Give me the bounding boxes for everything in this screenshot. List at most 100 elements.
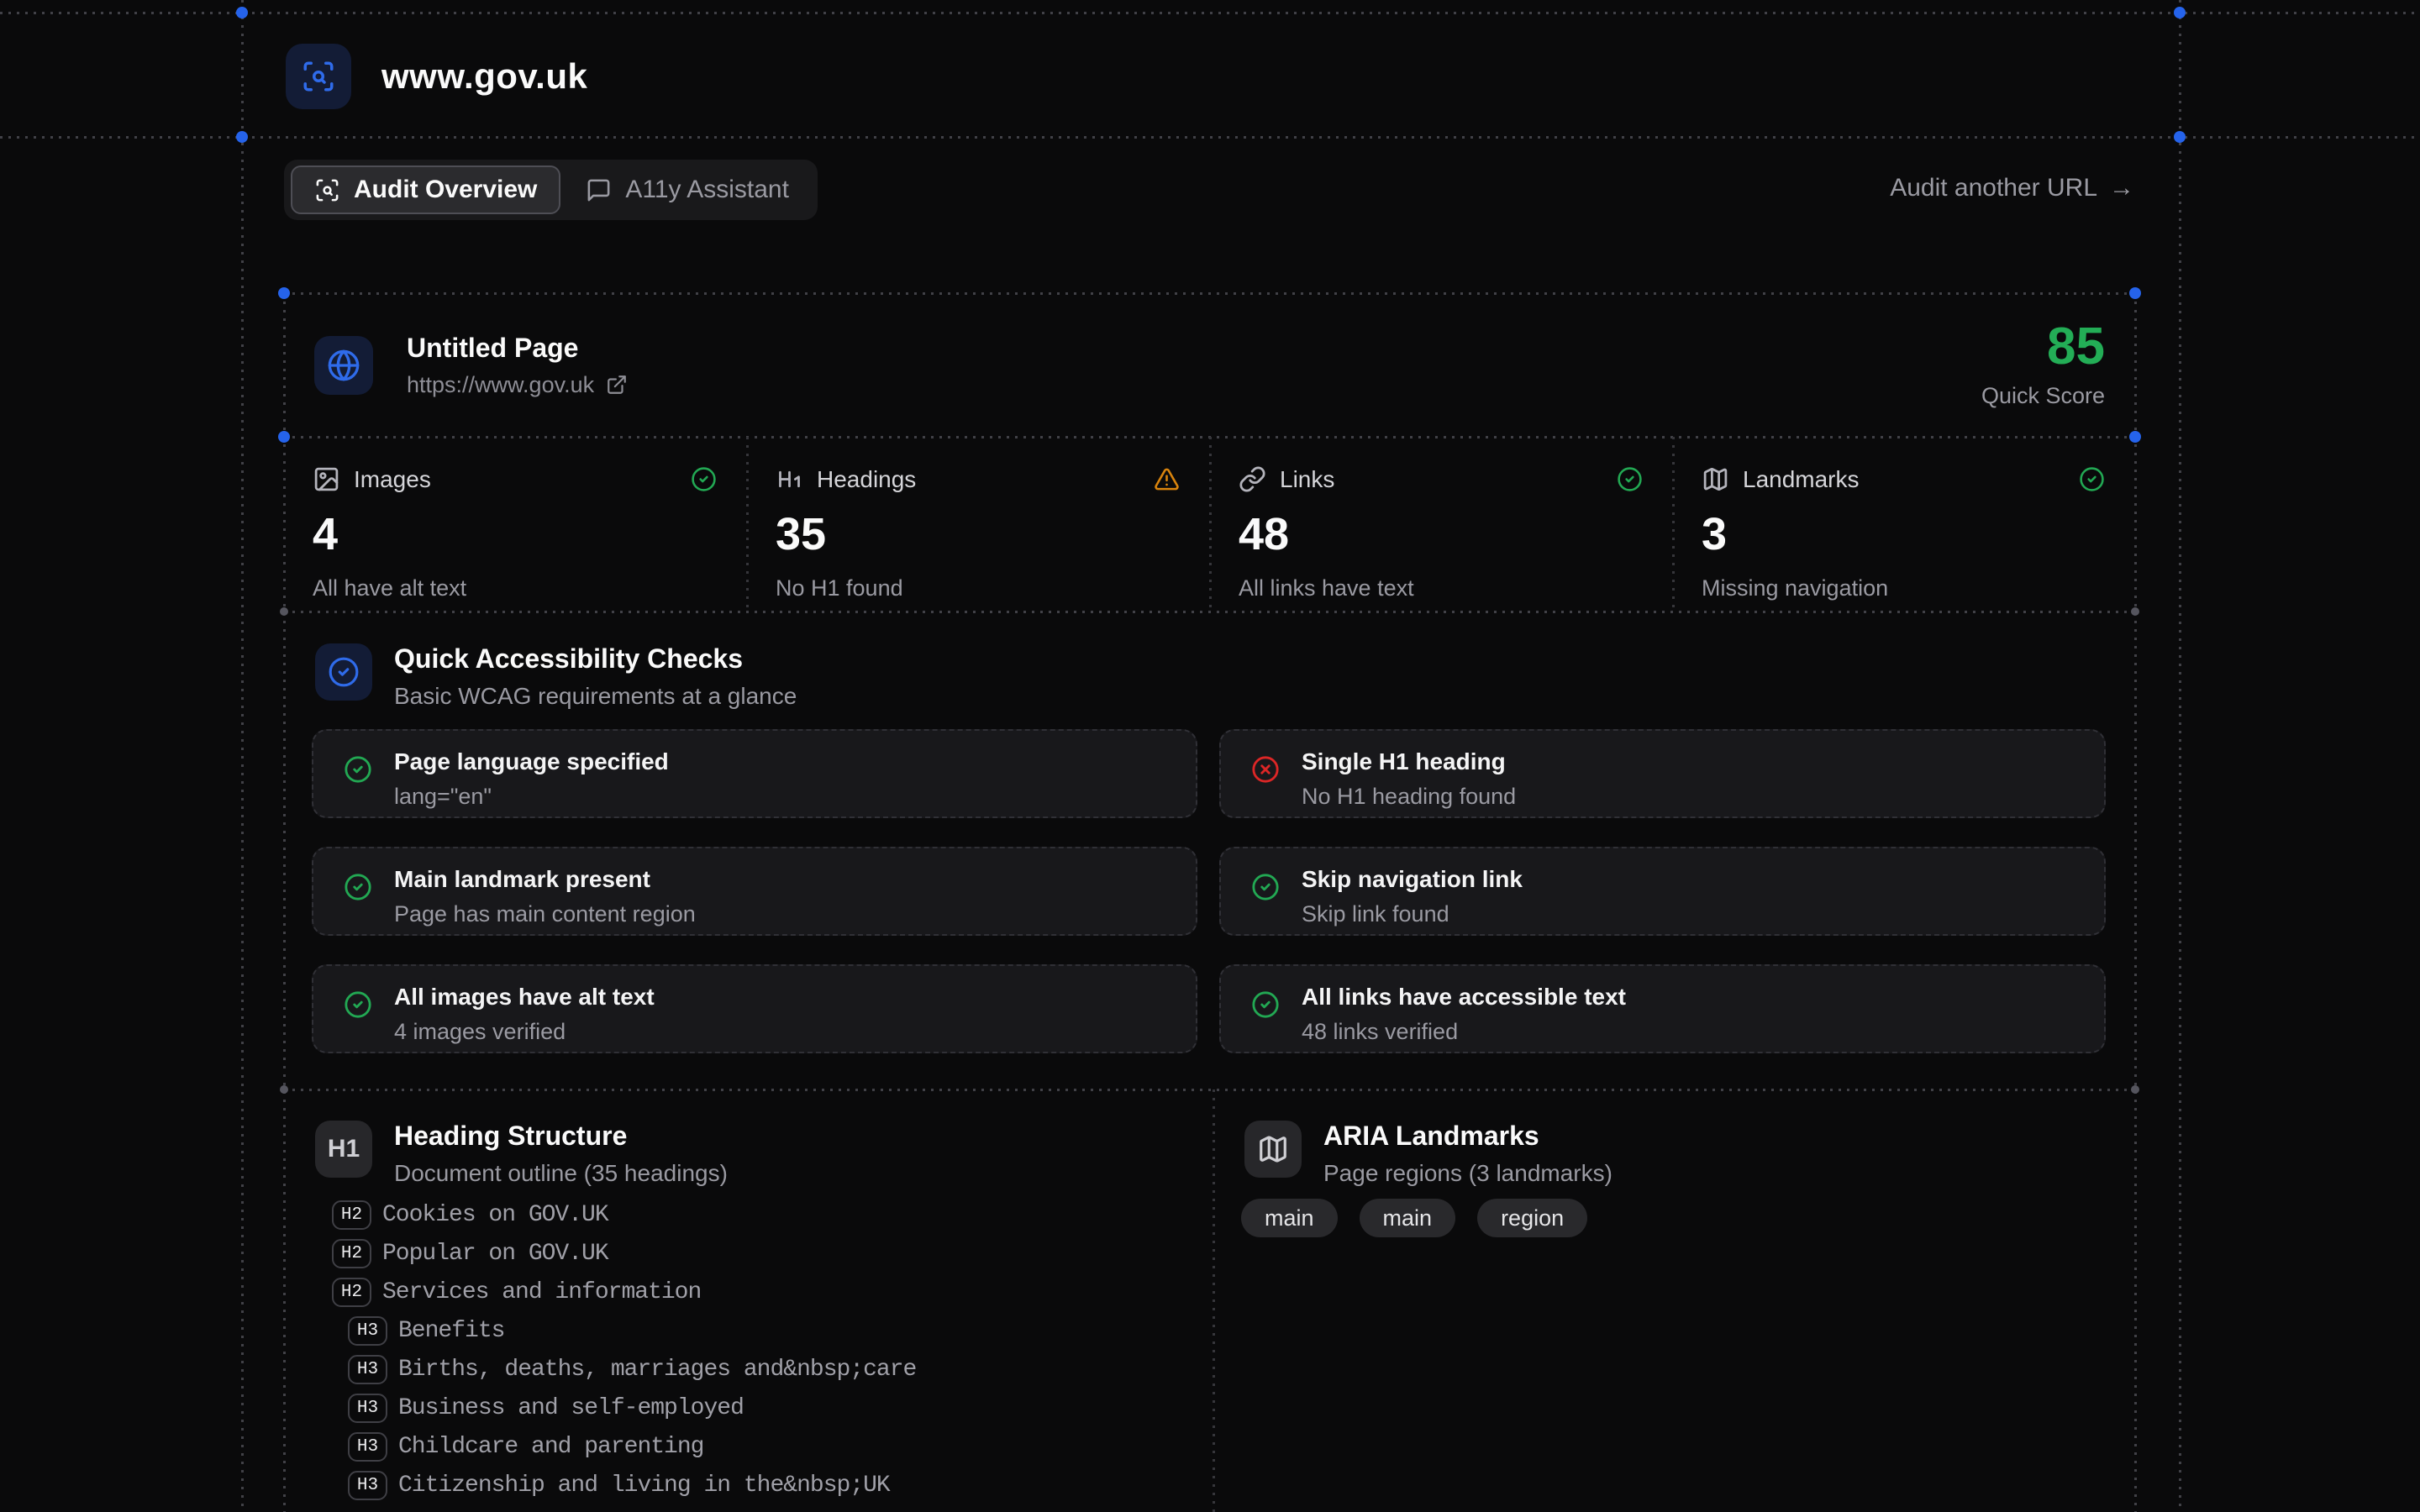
checks-grid: Page language specified lang="en" Single…: [312, 729, 2106, 1053]
heading-level-badge: H2: [332, 1239, 371, 1268]
guide-handle: [2174, 7, 2186, 18]
check-description: No H1 heading found: [1302, 784, 1516, 810]
quick-checks-section: Quick Accessibility Checks Basic WCAG re…: [284, 612, 2135, 1089]
check-description: lang="en": [394, 784, 669, 810]
check-description: 4 images verified: [394, 1019, 655, 1045]
guide-line-top: [0, 12, 2420, 14]
heading-level-badge: H3: [348, 1471, 387, 1500]
section-title: Heading Structure: [394, 1121, 728, 1152]
heading-text: Cookies on GOV.UK: [382, 1202, 608, 1228]
h1-tile-icon: H1: [315, 1121, 372, 1178]
external-link-icon[interactable]: [606, 374, 628, 396]
quick-score: 85 Quick Score: [1981, 321, 2105, 409]
heading-text: Services and information: [382, 1279, 701, 1305]
section-title: Quick Accessibility Checks: [394, 643, 797, 675]
audit-report-card: Untitled Page https://www.gov.uk 85 Quic…: [284, 293, 2135, 1512]
heading-text: Benefits: [398, 1318, 504, 1344]
url-text: https://www.gov.uk: [407, 372, 594, 398]
section-subtitle: Page regions (3 landmarks): [1323, 1160, 1612, 1187]
audit-another-url-label: Audit another URL: [1890, 174, 2097, 202]
stat-images: Images 4 All have alt text: [284, 437, 747, 612]
check-description: Page has main content region: [394, 901, 696, 927]
page-title: www.gov.uk: [381, 56, 587, 97]
heading-structure-header: H1 Heading Structure Document outline (3…: [315, 1121, 728, 1187]
guide-handle: [278, 431, 290, 443]
guide-handle: [2129, 431, 2141, 443]
stat-description: All links have text: [1239, 575, 1643, 601]
heading-list-item: H3 Births, deaths, marriages and&nbsp;ca…: [284, 1350, 1213, 1389]
guide-line-left: [241, 0, 244, 1512]
tab-audit-overview[interactable]: Audit Overview: [291, 165, 560, 214]
heading-text: Births, deaths, marriages and&nbsp;care: [398, 1357, 916, 1383]
guide-handle: [236, 7, 248, 18]
landmark-pill-row: main main region: [1241, 1199, 1587, 1237]
audited-page-title: Untitled Page: [407, 333, 628, 364]
heading-list-item: H3 Citizenship and living in the&nbsp;UK: [284, 1466, 1213, 1504]
score-value: 85: [1981, 321, 2105, 373]
stat-label: Images: [354, 466, 431, 493]
tab-label: A11y Assistant: [625, 176, 789, 204]
scan-search-icon: [301, 59, 336, 94]
heading-list-item: H3 Childcare and parenting: [284, 1427, 1213, 1466]
landmark-badge: main: [1360, 1199, 1456, 1237]
stat-value: 35: [776, 512, 1180, 557]
check-skip-link: Skip navigation link Skip link found: [1219, 847, 2106, 936]
stats-row: Images 4 All have alt text Headings: [284, 437, 2135, 612]
guide-handle-minor: [280, 607, 288, 616]
stat-headings: Headings 35 No H1 found: [747, 437, 1210, 612]
section-title: ARIA Landmarks: [1323, 1121, 1612, 1152]
landmark-badge: main: [1241, 1199, 1338, 1237]
circle-check-icon: [1251, 866, 1280, 934]
stat-landmarks: Landmarks 3 Missing navigation: [1673, 437, 2135, 612]
heading-level-badge: H2: [332, 1200, 371, 1230]
circle-check-icon: [344, 748, 372, 816]
guide-line-right: [2179, 0, 2181, 1512]
globe-icon: [327, 349, 360, 382]
tab-a11y-assistant[interactable]: A11y Assistant: [564, 165, 811, 214]
circle-check-icon: [2079, 466, 2105, 492]
audit-another-url-link[interactable]: Audit another URL →: [1890, 174, 2134, 202]
stat-label: Landmarks: [1743, 466, 1860, 493]
guide-handle-minor: [2131, 607, 2139, 616]
guide-handle-minor: [280, 1085, 288, 1094]
circle-check-icon: [344, 866, 372, 934]
scan-search-icon: [314, 177, 340, 203]
aria-landmarks-section: ARIA Landmarks Page regions (3 landmarks…: [1213, 1089, 2135, 1512]
message-square-icon: [586, 177, 612, 203]
map-icon: [1244, 1121, 1302, 1178]
report-header: Untitled Page https://www.gov.uk 85 Quic…: [284, 293, 2135, 437]
circle-check-icon: [691, 466, 717, 492]
bottom-sections: H1 Heading Structure Document outline (3…: [284, 1089, 2135, 1512]
heading-list-item: H2 Services and information: [284, 1273, 1213, 1311]
quick-checks-header: Quick Accessibility Checks Basic WCAG re…: [315, 643, 797, 710]
heading-text: Childcare and parenting: [398, 1434, 703, 1460]
tab-bar: Audit Overview A11y Assistant: [284, 160, 818, 220]
stat-value: 4: [313, 512, 717, 557]
stat-links: Links 48 All links have text: [1210, 437, 1673, 612]
check-images-alt: All images have alt text 4 images verifi…: [312, 964, 1197, 1053]
check-single-h1: Single H1 heading No H1 heading found: [1219, 729, 2106, 818]
heading-level-badge: H3: [348, 1432, 387, 1462]
stat-description: No H1 found: [776, 575, 1180, 601]
heading-list-item: H2 Cookies on GOV.UK: [284, 1195, 1213, 1234]
check-title: Main landmark present: [394, 866, 696, 893]
heading-level-badge: H3: [348, 1355, 387, 1384]
landmark-badge: region: [1477, 1199, 1587, 1237]
guide-handle: [2129, 287, 2141, 299]
circle-check-icon: [1251, 984, 1280, 1052]
heading-list-item: H3 Business and self-employed: [284, 1389, 1213, 1427]
map-icon: [1702, 465, 1729, 493]
guide-handle-minor: [2131, 1085, 2139, 1094]
aria-landmarks-header: ARIA Landmarks Page regions (3 landmarks…: [1244, 1121, 1612, 1187]
section-subtitle: Document outline (35 headings): [394, 1160, 728, 1187]
score-label: Quick Score: [1981, 383, 2105, 409]
check-description: 48 links verified: [1302, 1019, 1626, 1045]
check-description: Skip link found: [1302, 901, 1523, 927]
heading-1-icon: [776, 465, 803, 493]
check-title: Single H1 heading: [1302, 748, 1516, 775]
check-title: All links have accessible text: [1302, 984, 1626, 1011]
a11y-audit-app: www.gov.uk Audit Overview A11y Assistant…: [0, 0, 2420, 1512]
heading-structure-section: H1 Heading Structure Document outline (3…: [284, 1089, 1213, 1512]
check-links-text: All links have accessible text 48 links …: [1219, 964, 2106, 1053]
stat-label: Headings: [817, 466, 916, 493]
